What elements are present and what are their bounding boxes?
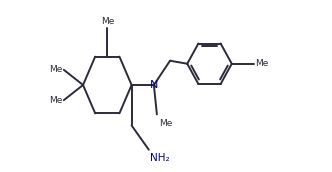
- Text: Me: Me: [49, 96, 63, 105]
- Text: N: N: [150, 80, 158, 90]
- Text: Me: Me: [49, 65, 63, 74]
- Text: Me: Me: [101, 17, 114, 26]
- Text: Me: Me: [255, 59, 268, 68]
- Text: NH₂: NH₂: [150, 153, 169, 163]
- Text: Me: Me: [159, 119, 172, 128]
